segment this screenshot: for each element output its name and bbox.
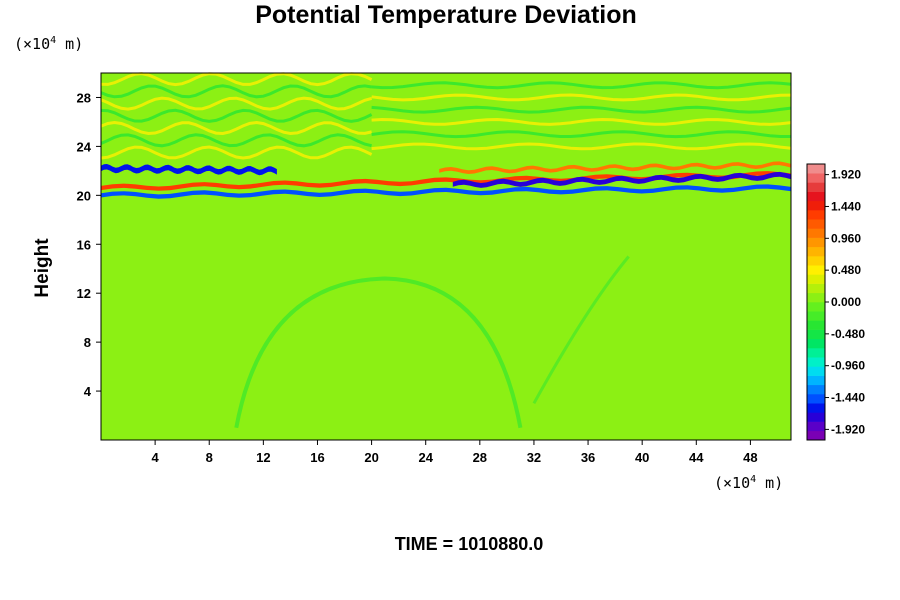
colorbar-tick-label: -0.960: [831, 359, 865, 373]
colorbar-swatch: [807, 311, 825, 321]
wave-band: [100, 108, 373, 123]
faint-plume: [532, 255, 630, 405]
colorbar-swatch: [807, 191, 825, 202]
y-tick-label: 24: [77, 139, 92, 154]
wave-band: [371, 142, 792, 151]
colorbar-tick-label: -0.480: [831, 327, 865, 341]
colorbar-swatch: [807, 357, 825, 367]
x-tick-label: 28: [473, 450, 487, 465]
colorbar-tick-label: -1.920: [831, 422, 865, 436]
time-label: TIME = 1010880.0: [395, 534, 544, 554]
colorbar-tick-label: 0.480: [831, 263, 861, 277]
colorbar-tick-label: 0.960: [831, 231, 861, 245]
x-tick-label: 4: [152, 450, 160, 465]
field-layer-0: [101, 184, 791, 199]
colorbar-swatch: [807, 375, 825, 386]
x-tick-label: 40: [635, 450, 649, 465]
colorbar-swatch: [807, 200, 825, 211]
x-tick-label: 44: [689, 450, 704, 465]
colorbar-swatch: [807, 320, 825, 330]
x-tick-label: 32: [527, 450, 541, 465]
wave-band: [371, 105, 792, 114]
x-tick-label: 48: [743, 450, 757, 465]
wave-band: [371, 130, 791, 139]
colorbar-swatch: [807, 338, 825, 349]
x-unit-label: (×104 m): [714, 474, 783, 492]
wave-band: [100, 96, 373, 111]
colorbar-swatch: [807, 237, 825, 248]
colorbar-swatch: [807, 228, 825, 238]
x-axis: 4 8 12 16 20 24 28 32 36 40 44 48: [152, 440, 758, 465]
x-tick-label: 36: [581, 450, 595, 465]
y-tick-label: 12: [77, 286, 91, 301]
colorbar-swatch: [807, 421, 825, 432]
x-tick-label: 8: [206, 450, 213, 465]
field-layer-3: [101, 164, 277, 176]
y-axis: 4 8 12 16 20 24 28: [77, 90, 101, 399]
colorbar-ticks: 1.920 1.440 0.960 0.480 0.000 -0.480 -0.960 -1.…: [825, 168, 865, 436]
y-tick-label: 8: [84, 335, 91, 350]
field-layer-4: [439, 161, 791, 174]
colorbar-swatch: [807, 256, 825, 266]
colorbar-swatch: [807, 412, 825, 422]
field-layer-2: [452, 171, 791, 188]
colorbar-swatch: [807, 302, 825, 312]
colorbar-tick-label: -1.440: [831, 391, 865, 405]
wave-band: [100, 84, 372, 99]
y-axis-label: Height: [32, 238, 53, 298]
colorbar-swatch: [807, 210, 825, 220]
x-tick-label: 12: [256, 450, 270, 465]
wave-band: [371, 117, 792, 126]
plot-frame: [100, 72, 792, 441]
colorbar-swatch: [807, 283, 825, 294]
plot-area: [100, 72, 792, 440]
colorbar-swatch: [807, 274, 825, 284]
wave-band: [371, 81, 792, 90]
y-tick-label: 28: [77, 90, 91, 105]
colorbar-swatch: [807, 348, 825, 358]
y-tick-label: 20: [77, 188, 91, 203]
x-tick-label: 16: [310, 450, 324, 465]
field-layer-1: [101, 171, 791, 191]
colorbar-swatch: [807, 430, 825, 441]
wave-band: [100, 72, 373, 87]
colorbar-swatch: [807, 246, 825, 257]
colorbar-swatch: [807, 173, 825, 183]
colorbar-swatch: [807, 384, 825, 395]
colorbar-swatch: [807, 265, 825, 275]
colorbar-swatch: [807, 164, 825, 174]
colorbar-swatch: [807, 394, 825, 404]
colorbar-swatch: [807, 366, 825, 376]
x-tick-label: 24: [418, 450, 433, 465]
y-tick-label: 4: [84, 384, 92, 399]
colorbar-swatch: [807, 292, 825, 303]
colorbar-tick-label: 0.000: [831, 295, 861, 309]
wave-band: [100, 120, 372, 136]
colorbar-swatch: [807, 329, 825, 340]
x-tick-label: 20: [364, 450, 378, 465]
colorbar-swatch: [807, 219, 825, 229]
colorbar-tick-label: 1.920: [831, 168, 861, 182]
colorbar-tick-label: 1.440: [831, 199, 861, 213]
dome-structure: [234, 276, 523, 429]
y-tick-label: 16: [77, 237, 91, 252]
colorbar: [806, 163, 826, 441]
wave-band: [371, 93, 792, 102]
wave-band: [100, 145, 373, 160]
chart-title: Potential Temperature Deviation: [255, 1, 637, 29]
y-unit-label: (×104 m): [14, 35, 83, 53]
colorbar-swatch: [807, 182, 825, 192]
wave-band: [100, 133, 372, 148]
colorbar-swatch: [807, 403, 825, 413]
